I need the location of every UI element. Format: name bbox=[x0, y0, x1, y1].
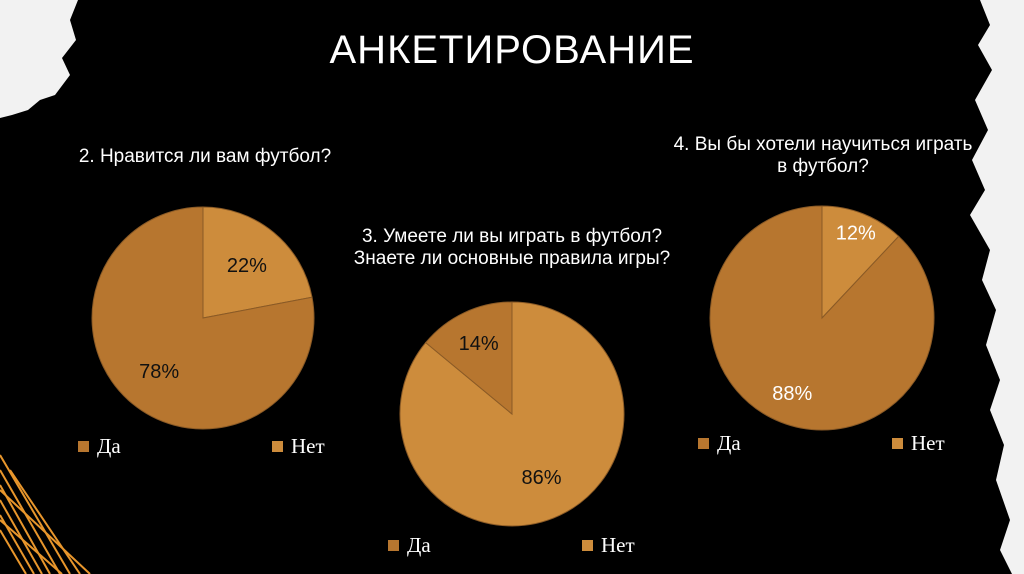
legend-swatch-no bbox=[582, 540, 593, 551]
legend-label-no: Нет bbox=[291, 434, 325, 458]
chart-1-legend-no: Нет bbox=[272, 434, 325, 459]
legend-label-no: Нет bbox=[601, 533, 635, 557]
chart-2-legend-yes: Да bbox=[388, 533, 431, 558]
decorative-stripes bbox=[0, 454, 91, 574]
legend-label-yes: Да bbox=[717, 431, 741, 455]
chart-3-title: 4. Вы бы хотели научиться играть в футбо… bbox=[673, 134, 973, 177]
legend-swatch-no bbox=[892, 438, 903, 449]
legend-swatch-yes bbox=[78, 441, 89, 452]
chart-2-legend-no: Нет bbox=[582, 533, 635, 558]
legend-swatch-yes bbox=[388, 540, 399, 551]
chart-2-title: 3. Умеете ли вы играть в футбол? Знаете … bbox=[353, 226, 671, 269]
legend-label-no: Нет bbox=[911, 431, 945, 455]
paper-edge-right bbox=[970, 0, 1024, 574]
slide-title: АНКЕТИРОВАНИЕ bbox=[329, 28, 695, 72]
paper-edge-left bbox=[0, 0, 78, 118]
chart-3-legend-no: Нет bbox=[892, 431, 945, 456]
legend-label-yes: Да bbox=[97, 434, 121, 458]
chart-1-title: 2. Нравится ли вам футбол? bbox=[78, 146, 332, 167]
legend-swatch-yes bbox=[698, 438, 709, 449]
chart-3-legend-yes: Да bbox=[698, 431, 741, 456]
legend-label-yes: Да bbox=[407, 533, 431, 557]
legend-swatch-no bbox=[272, 441, 283, 452]
chart-1-legend-yes: Да bbox=[78, 434, 121, 459]
